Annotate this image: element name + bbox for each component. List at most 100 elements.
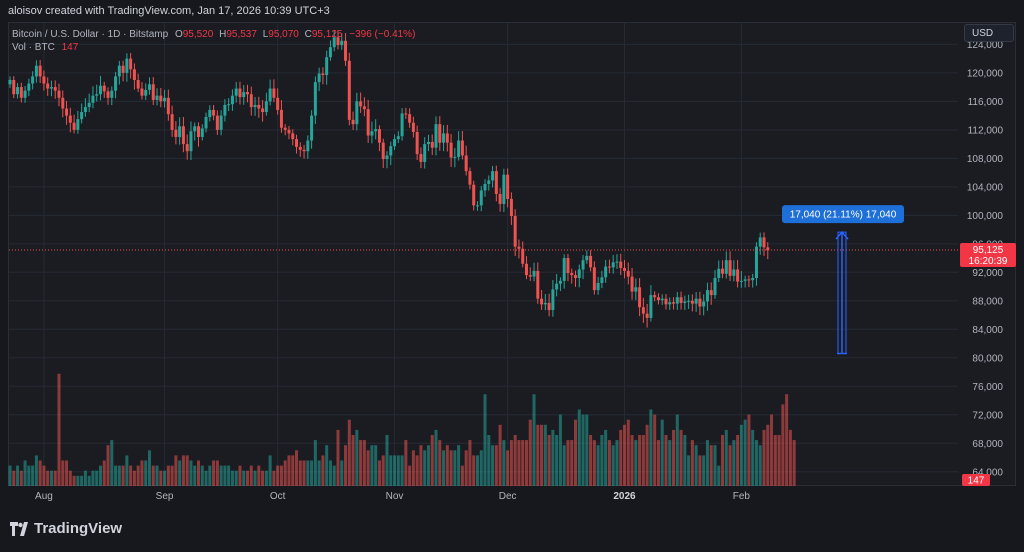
- volume-bar: [524, 440, 528, 486]
- candle-body: [408, 114, 412, 123]
- candle-body: [321, 73, 325, 75]
- candle-body: [215, 115, 219, 130]
- candle-body: [159, 95, 163, 102]
- candle: [140, 82, 144, 100]
- volume-bar: [200, 465, 204, 486]
- candle-body: [385, 155, 389, 160]
- candle: [408, 108, 412, 128]
- candle-body: [638, 287, 642, 308]
- candle-body: [758, 237, 762, 247]
- volume-bar: [178, 460, 182, 486]
- candle-body: [634, 287, 638, 292]
- legend-volume-row: Vol · BTC 147: [12, 41, 415, 54]
- candle-body: [347, 60, 351, 120]
- candle-body: [430, 141, 434, 148]
- candle: [683, 295, 687, 310]
- candle: [487, 175, 491, 191]
- volume-bar: [438, 440, 442, 486]
- candle-body: [377, 129, 381, 143]
- candle: [400, 108, 404, 141]
- currency-button[interactable]: USD: [964, 24, 1014, 42]
- candle-body: [16, 87, 20, 95]
- volume-bar: [230, 470, 234, 486]
- volume-bar: [95, 470, 99, 486]
- volume-bar: [705, 440, 709, 486]
- candle: [566, 253, 570, 282]
- candle: [672, 297, 676, 310]
- candle-body: [31, 76, 35, 84]
- volume-bar: [170, 465, 174, 486]
- volume-bar: [634, 440, 638, 486]
- volume-bar: [788, 429, 792, 486]
- candle-body: [766, 247, 770, 251]
- candle: [623, 259, 627, 279]
- candle: [310, 110, 314, 149]
- candle-body: [460, 140, 464, 156]
- candle: [238, 81, 242, 105]
- volume-bar: [611, 445, 615, 486]
- volume-bar: [279, 465, 283, 486]
- chart-frame[interactable]: [8, 22, 1016, 486]
- volume-bar: [675, 414, 679, 486]
- candle: [543, 294, 547, 311]
- volume-bar: [615, 440, 619, 486]
- volume-bar: [227, 465, 231, 486]
- candle: [321, 67, 325, 85]
- volume-bar: [479, 450, 483, 486]
- candle: [411, 116, 415, 138]
- candle: [19, 82, 23, 103]
- candle: [159, 87, 163, 108]
- candle: [649, 285, 653, 322]
- candle: [61, 90, 65, 118]
- candle: [98, 75, 102, 101]
- volume-bar: [253, 470, 257, 486]
- volume-bar: [475, 455, 479, 486]
- volume-bar: [502, 440, 506, 486]
- candle: [189, 121, 193, 161]
- candle-body: [65, 108, 69, 116]
- candlestick-chart[interactable]: 124,000 120,000 116,000 112,000 108,000 104,0…: [0, 0, 1024, 510]
- volume-bar: [347, 419, 351, 486]
- candle: [385, 151, 389, 169]
- candle: [577, 264, 581, 288]
- candle-body: [400, 113, 404, 137]
- candle-body: [344, 40, 348, 61]
- x-axis-tick-label: Sep: [156, 491, 174, 502]
- volume-bar: [355, 429, 359, 486]
- candle-body: [393, 139, 397, 147]
- candle-body: [551, 289, 555, 311]
- candle-body: [524, 263, 528, 276]
- candle-body: [619, 261, 623, 269]
- volume-bar: [144, 460, 148, 486]
- candle: [27, 78, 31, 97]
- tradingview-logo[interactable]: TradingView: [10, 520, 122, 537]
- candle: [49, 80, 53, 97]
- candle: [147, 77, 151, 95]
- candle-body: [705, 290, 709, 302]
- candle: [34, 60, 38, 83]
- candle-body: [724, 260, 728, 274]
- candle-body: [442, 133, 446, 143]
- volume-bar: [306, 460, 310, 486]
- candle-body: [336, 37, 340, 46]
- candle-body: [366, 109, 370, 136]
- volume-bar: [487, 435, 491, 486]
- volume-bar: [434, 429, 438, 486]
- symbol-title[interactable]: Bitcoin / U.S. Dollar · 1D · Bitstamp: [12, 29, 169, 40]
- candle-body: [166, 97, 170, 115]
- volume-label[interactable]: Vol · BTC: [12, 42, 55, 53]
- volume-bar: [607, 440, 611, 486]
- volume-bar: [540, 424, 544, 486]
- volume-bar: [656, 440, 660, 486]
- volume-bar: [468, 440, 472, 486]
- candle: [83, 98, 87, 117]
- volume-bar: [596, 445, 600, 486]
- volume-bar: [212, 460, 216, 486]
- candle-body: [374, 129, 378, 132]
- volume-bar: [592, 440, 596, 486]
- candle-body: [562, 258, 566, 281]
- candle-body: [170, 114, 174, 130]
- candle: [415, 125, 419, 160]
- volume-bar: [193, 465, 197, 486]
- candle-body: [279, 109, 283, 128]
